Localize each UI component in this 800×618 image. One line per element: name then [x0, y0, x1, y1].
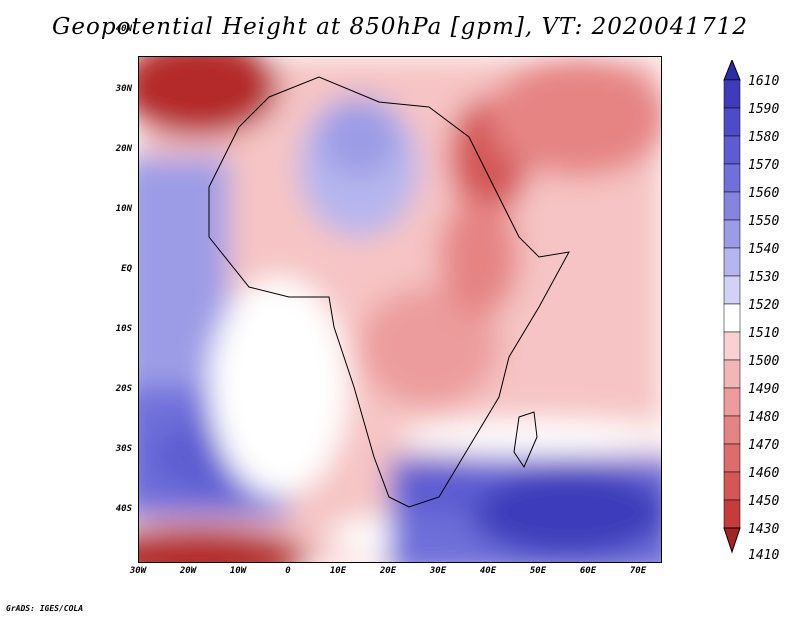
chart-title: Geopotential Height at 850hPa [gpm], VT:…: [52, 14, 748, 40]
height-field: [139, 57, 661, 562]
colorbar-label-1: 1610: [748, 74, 780, 89]
lat-label-10s: 10S: [115, 324, 132, 334]
lat-label-40n: 40N: [115, 24, 132, 34]
colorbar-label-5: 1560: [748, 186, 780, 201]
lon-label-0: 0: [285, 566, 291, 576]
lon-label-30e: 30E: [429, 566, 447, 576]
colorbar-label-15: 1460: [748, 466, 780, 481]
colorbar-label-8: 1530: [748, 270, 780, 285]
geopotential-map-svg: [139, 57, 661, 562]
lon-label-40e: 40E: [479, 566, 497, 576]
lat-label-30s: 30S: [115, 444, 132, 454]
lon-label-20e: 20E: [379, 566, 397, 576]
colorbar-label-10: 1510: [748, 326, 780, 341]
colorbar-swatch-15: [723, 471, 741, 501]
colorbar-label-18: 1410: [748, 548, 780, 563]
lat-label-10n: 10N: [115, 204, 132, 214]
lat-label-30n: 30N: [115, 84, 132, 94]
colorbar-swatch-5: [723, 191, 741, 221]
colorbar-top-arrow: [723, 60, 741, 81]
colorbar-swatch-8: [723, 275, 741, 305]
colorbar-label-2: 1590: [748, 102, 780, 117]
lon-label-50e: 50E: [529, 566, 547, 576]
colorbar-swatch-12: [723, 387, 741, 417]
colorbar-label-7: 1540: [748, 242, 780, 257]
colorbar-label-13: 1480: [748, 410, 780, 425]
colorbar-swatch-1: [723, 79, 741, 109]
colorbar-label-11: 1500: [748, 354, 780, 369]
lat-label-eq: EQ: [121, 264, 132, 274]
colorbar-label-4: 1570: [748, 158, 780, 173]
colorbar-swatch-6: [723, 219, 741, 249]
lat-label-40s: 40S: [115, 504, 132, 514]
colorbar-swatch-7: [723, 247, 741, 277]
colorbar-label-3: 1580: [748, 130, 780, 145]
grads-credit: GrADS: IGES/COLA: [6, 604, 84, 613]
colorbar-swatch-11: [723, 359, 741, 389]
colorbar-label-6: 1550: [748, 214, 780, 229]
colorbar: [723, 60, 741, 554]
lon-label-10w: 10W: [229, 566, 247, 576]
coastline: [208, 76, 570, 508]
colorbar-swatch-14: [723, 443, 741, 473]
colorbar-swatch-3: [723, 135, 741, 165]
colorbar-label-16: 1450: [748, 494, 780, 509]
lat-label-20n: 20N: [115, 144, 132, 154]
colorbar-swatch-16: [723, 499, 741, 529]
lon-label-30w: 30W: [129, 566, 147, 576]
colorbar-swatch-9: [723, 303, 741, 333]
colorbar-label-17: 1430: [748, 522, 780, 537]
colorbar-label-14: 1470: [748, 438, 780, 453]
lon-label-60e: 60E: [579, 566, 597, 576]
colorbar-bottom-arrow: [723, 527, 741, 554]
lon-label-20w: 20W: [179, 566, 197, 576]
lon-label-10e: 10E: [329, 566, 347, 576]
colorbar-swatch-13: [723, 415, 741, 445]
lat-label-20s: 20S: [115, 384, 132, 394]
colorbar-label-9: 1520: [748, 298, 780, 313]
lon-label-70e: 70E: [629, 566, 647, 576]
colorbar-swatch-4: [723, 163, 741, 193]
colorbar-swatch-10: [723, 331, 741, 361]
map-plot-area: [138, 56, 662, 563]
colorbar-label-12: 1490: [748, 382, 780, 397]
colorbar-swatch-2: [723, 107, 741, 137]
